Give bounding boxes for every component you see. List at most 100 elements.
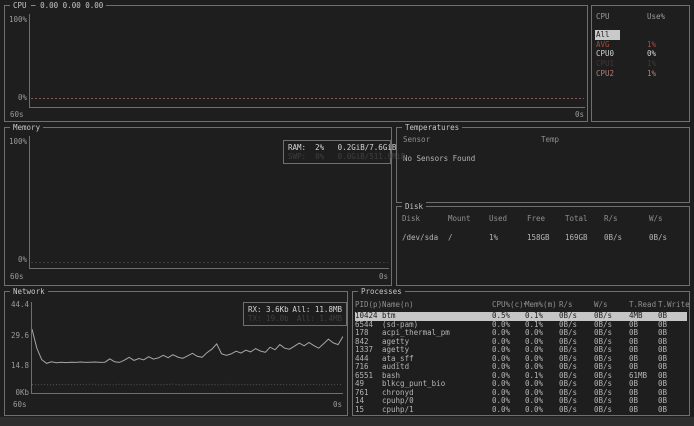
process-cell: 0.0% (492, 397, 511, 405)
disk-panel: Disk Disk Mount Used Free Total R/s W/s /dev/s… (396, 202, 690, 286)
process-cell: 0.0% (492, 354, 511, 363)
process-cell: 0B (629, 337, 639, 346)
process-cell: 0B (658, 346, 668, 354)
processes-header-cell[interactable]: CPU%(c)▼ (492, 300, 525, 309)
disk-cell: 1% (489, 233, 499, 242)
process-cell: 0B/s (594, 363, 613, 371)
process-row[interactable]: 6551 bash 0.0% 0.1% 0B/s 0B/s 61MB 0B (355, 372, 687, 381)
memory-panel: Memory 100% 0% 60s 0s RAM: 2% 0.2GiB/7.6… (4, 123, 406, 286)
process-cell: 0B/s (594, 337, 613, 346)
process-row[interactable]: 14 cpuhp/0 0.0% 0.0% 0B/s 0B/s 0B 0B (355, 397, 687, 406)
process-row[interactable]: 761 chronyd 0.0% 0.0% 0B/s 0B/s 0B 0B (355, 389, 687, 398)
process-cell: 0B/s (594, 397, 613, 405)
memory-y-max-label: 100% (8, 137, 27, 146)
cpu-y-min-label: 0% (17, 93, 27, 102)
processes-header-cell[interactable]: Mem%(m) (525, 300, 557, 309)
process-cell: 0B/s (559, 320, 578, 329)
cpu-legend-row-value: 1% (647, 68, 657, 78)
disk-header-row: Disk Mount Used Free Total R/s W/s (402, 214, 684, 223)
processes-header-cell[interactable]: R/s (559, 300, 573, 309)
process-cell: 14 (355, 397, 365, 405)
memory-ram-line (31, 262, 388, 263)
process-row[interactable]: 1337 agetty 0.0% 0.0% 0B/s 0B/s 0B 0B (355, 346, 687, 355)
process-cell: 0B (658, 405, 668, 414)
cpu-x-left-label: 60s (10, 110, 24, 119)
processes-header-cell[interactable]: PID(p) (355, 300, 382, 309)
processes-header-cell[interactable]: T.Read (629, 300, 657, 309)
cpu-legend-row[interactable]: CPU0 0% (595, 49, 686, 59)
cpu-y-max-label: 100% (8, 15, 27, 24)
process-cell: 0.0% (525, 380, 544, 388)
cpu-legend-row[interactable]: AVG 1% (595, 40, 686, 50)
network-rx-line (32, 328, 343, 364)
processes-header-row: PID(p) Name(n) CPU%(c)▼ Mem%(m) R/s W/s T.Read… (355, 300, 689, 309)
network-y-label-0: 44.4 (10, 300, 29, 309)
process-cell: 0B/s (559, 397, 578, 405)
memory-legend-swap: SWP: 0% 0.0GiB/511.9MiB (288, 152, 406, 161)
network-x-right-label: 0s (333, 400, 343, 409)
process-cell: 0B/s (559, 380, 578, 388)
process-cell: 0.0% (492, 337, 511, 346)
process-cell: 0B (658, 397, 668, 405)
network-legend-tx: TX: 19.0b All: 1.4MB (248, 314, 342, 323)
processes-header-cell[interactable]: Name(n) (382, 300, 414, 309)
process-cell: 0B (629, 346, 639, 354)
disk-row[interactable]: /dev/sda / 1% 158GB 169GB 0B/s 0B/s (402, 233, 684, 242)
disk-cell: 158GB (527, 233, 550, 242)
process-row[interactable]: 178 acpi_thermal_pm 0.0% 0.0% 0B/s 0B/s 0B 0B (355, 329, 687, 338)
temperatures-empty-message: No Sensors Found (403, 154, 476, 163)
processes-header-cell[interactable]: T.Write (658, 300, 689, 309)
disk-cell: 169GB (565, 233, 588, 242)
process-cell: 0B (629, 397, 639, 405)
cpu-chart (29, 14, 585, 108)
network-chart (31, 302, 343, 394)
process-row[interactable]: 6544 (sd-pam) 0.0% 0.1% 0B/s 0B/s 0B 0B (355, 321, 687, 330)
process-cell: 0B (658, 371, 668, 380)
network-graph-svg (32, 328, 343, 386)
process-cell: 0.0% (492, 329, 511, 337)
cpu-legend-row-name: CPU1 (596, 59, 615, 69)
cpu-x-right-label: 0s (575, 110, 585, 119)
process-cell: 0.0% (492, 388, 511, 397)
process-row[interactable]: 49 blkcg_punt_bio 0.0% 0.0% 0B/s 0B/s 0B 0B (355, 380, 687, 389)
network-panel: Network 44.4 29.6 14.8 0Kb 60s 0s RX: 3.… (4, 287, 348, 416)
process-cell: 0B (658, 388, 668, 397)
cpu-panel-title: CPU ─ 0.00 0.00 0.00 (10, 1, 107, 10)
process-cell: 6544 (355, 320, 374, 329)
network-legend-current: RX: 3.6Kb All: 11.8MB (248, 305, 342, 314)
process-cell: 0B (658, 363, 668, 371)
process-cell: 0B/s (594, 388, 613, 397)
process-row[interactable]: 10424 btm 0.5% 0.1% 0B/s 0B/s 4MB 0B (355, 312, 687, 321)
process-cell: agetty (382, 346, 410, 354)
process-cell: cpuhp/1 (382, 405, 414, 414)
process-row[interactable]: 842 agetty 0.0% 0.0% 0B/s 0B/s 0B 0B (355, 338, 687, 347)
process-cell: 761 (355, 388, 369, 397)
network-y-label-1: 29.6 (10, 331, 29, 340)
cpu-legend-row[interactable]: CPU1 1% (595, 59, 686, 69)
cpu-legend-header-cpu: CPU (596, 12, 610, 21)
process-row[interactable]: 444 ata_sff 0.0% 0.0% 0B/s 0B/s 0B 0B (355, 355, 687, 364)
process-cell: 0.1% (525, 371, 544, 380)
process-cell: 444 (355, 354, 369, 363)
cpu-legend-row[interactable]: CPU2 1% (595, 69, 686, 79)
process-row[interactable]: 15 cpuhp/1 0.0% 0.0% 0B/s 0B/s 0B 0B (355, 406, 687, 415)
disk-header-cell: Used (489, 214, 508, 223)
processes-panel-title: Processes (358, 287, 405, 296)
network-tx-total: All: 1.4MB (296, 314, 342, 323)
process-cell: 0B/s (559, 354, 578, 363)
process-cell: 0B (629, 405, 639, 414)
process-row[interactable]: 716 auditd 0.0% 0.0% 0B/s 0B/s 0B 0B (355, 363, 687, 372)
process-cell: 0B/s (559, 312, 578, 320)
network-y-label-3: 0Kb (15, 388, 29, 397)
processes-rows: 10424 btm 0.5% 0.1% 0B/s 0B/s 4MB 0B 6544 (sd-pam… (355, 312, 687, 414)
process-cell: 0.0% (525, 388, 544, 397)
network-legend: RX: 3.6Kb All: 11.8MB TX: 19.0b All: 1.4… (243, 302, 347, 326)
process-cell: 0B (629, 320, 639, 329)
network-rx-total: All: 11.8MB (292, 305, 342, 314)
process-cell: cpuhp/0 (382, 397, 414, 405)
processes-header-cell[interactable]: W/s (594, 300, 608, 309)
disk-rows: /dev/sda / 1% 158GB 169GB 0B/s 0B/s (402, 233, 684, 242)
cpu-legend-row[interactable]: All (595, 30, 686, 40)
process-cell: 0B/s (594, 405, 613, 414)
process-cell: agetty (382, 337, 410, 346)
